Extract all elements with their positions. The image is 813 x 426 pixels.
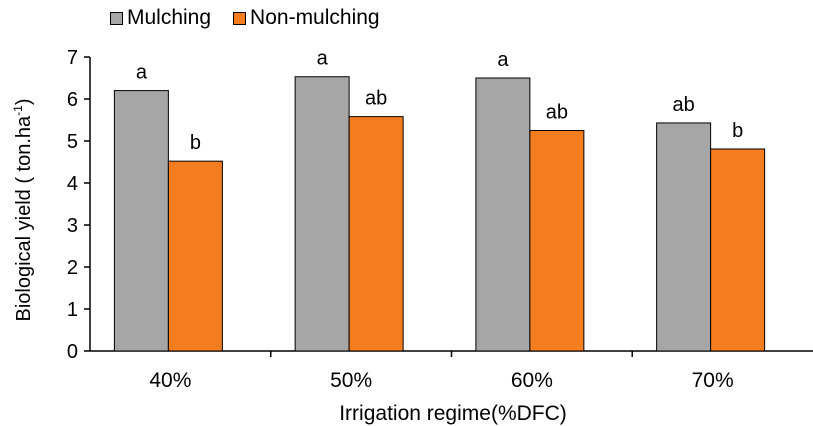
- bar-non-mulching-1: [348, 116, 404, 352]
- y-axis-label-sup: -1: [11, 105, 25, 116]
- bar-non-mulching-2: [529, 130, 585, 352]
- data-label: ab: [365, 88, 387, 110]
- data-label: a: [497, 49, 509, 71]
- y-tick-label: 3: [67, 215, 78, 237]
- data-label: b: [732, 120, 743, 142]
- bar-non-mulching-0: [167, 160, 223, 352]
- data-label: ab: [546, 102, 568, 124]
- y-tick-label: 2: [67, 257, 78, 279]
- y-tick-label: 0: [67, 341, 78, 363]
- x-tick-label: 70%: [692, 369, 734, 392]
- y-tick-label: 6: [67, 89, 78, 111]
- legend-item-mulching: Mulching: [110, 6, 211, 30]
- y-axis-title: Biological yield ( ton.ha-1): [11, 98, 35, 321]
- legend-swatch-mulching: [110, 11, 123, 25]
- data-label: a: [136, 62, 148, 84]
- bar-mulching-1: [294, 76, 350, 352]
- y-axis-label-end: ): [13, 98, 35, 105]
- y-tick-label: 7: [67, 47, 78, 69]
- bar-mulching-2: [475, 77, 531, 352]
- legend: Mulching Non-mulching: [110, 6, 402, 30]
- x-tick-label: 40%: [149, 369, 191, 392]
- data-label: b: [190, 132, 201, 154]
- legend-label-non-mulching: Non-mulching: [250, 6, 380, 29]
- bar-mulching-0: [113, 90, 169, 352]
- y-tick-label: 1: [67, 299, 78, 321]
- x-axis-label: Irrigation regime(%DFC): [339, 402, 567, 425]
- bar-non-mulching-3: [710, 148, 766, 352]
- bar-mulching-3: [656, 122, 712, 352]
- x-tick-label: 50%: [330, 369, 372, 392]
- y-axis-label-main: Biological yield ( ton.ha: [13, 115, 35, 322]
- y-axis-label: Biological yield ( ton.ha-1): [11, 98, 35, 321]
- y-tick-label: 4: [67, 173, 78, 195]
- legend-label-mulching: Mulching: [127, 6, 212, 29]
- legend-swatch-non-mulching: [233, 11, 247, 25]
- data-label: a: [317, 48, 329, 70]
- data-label: ab: [673, 94, 695, 116]
- y-tick-label: 5: [67, 131, 78, 153]
- x-tick-label: 60%: [511, 369, 553, 392]
- legend-item-non-mulching: Non-mulching: [233, 6, 380, 30]
